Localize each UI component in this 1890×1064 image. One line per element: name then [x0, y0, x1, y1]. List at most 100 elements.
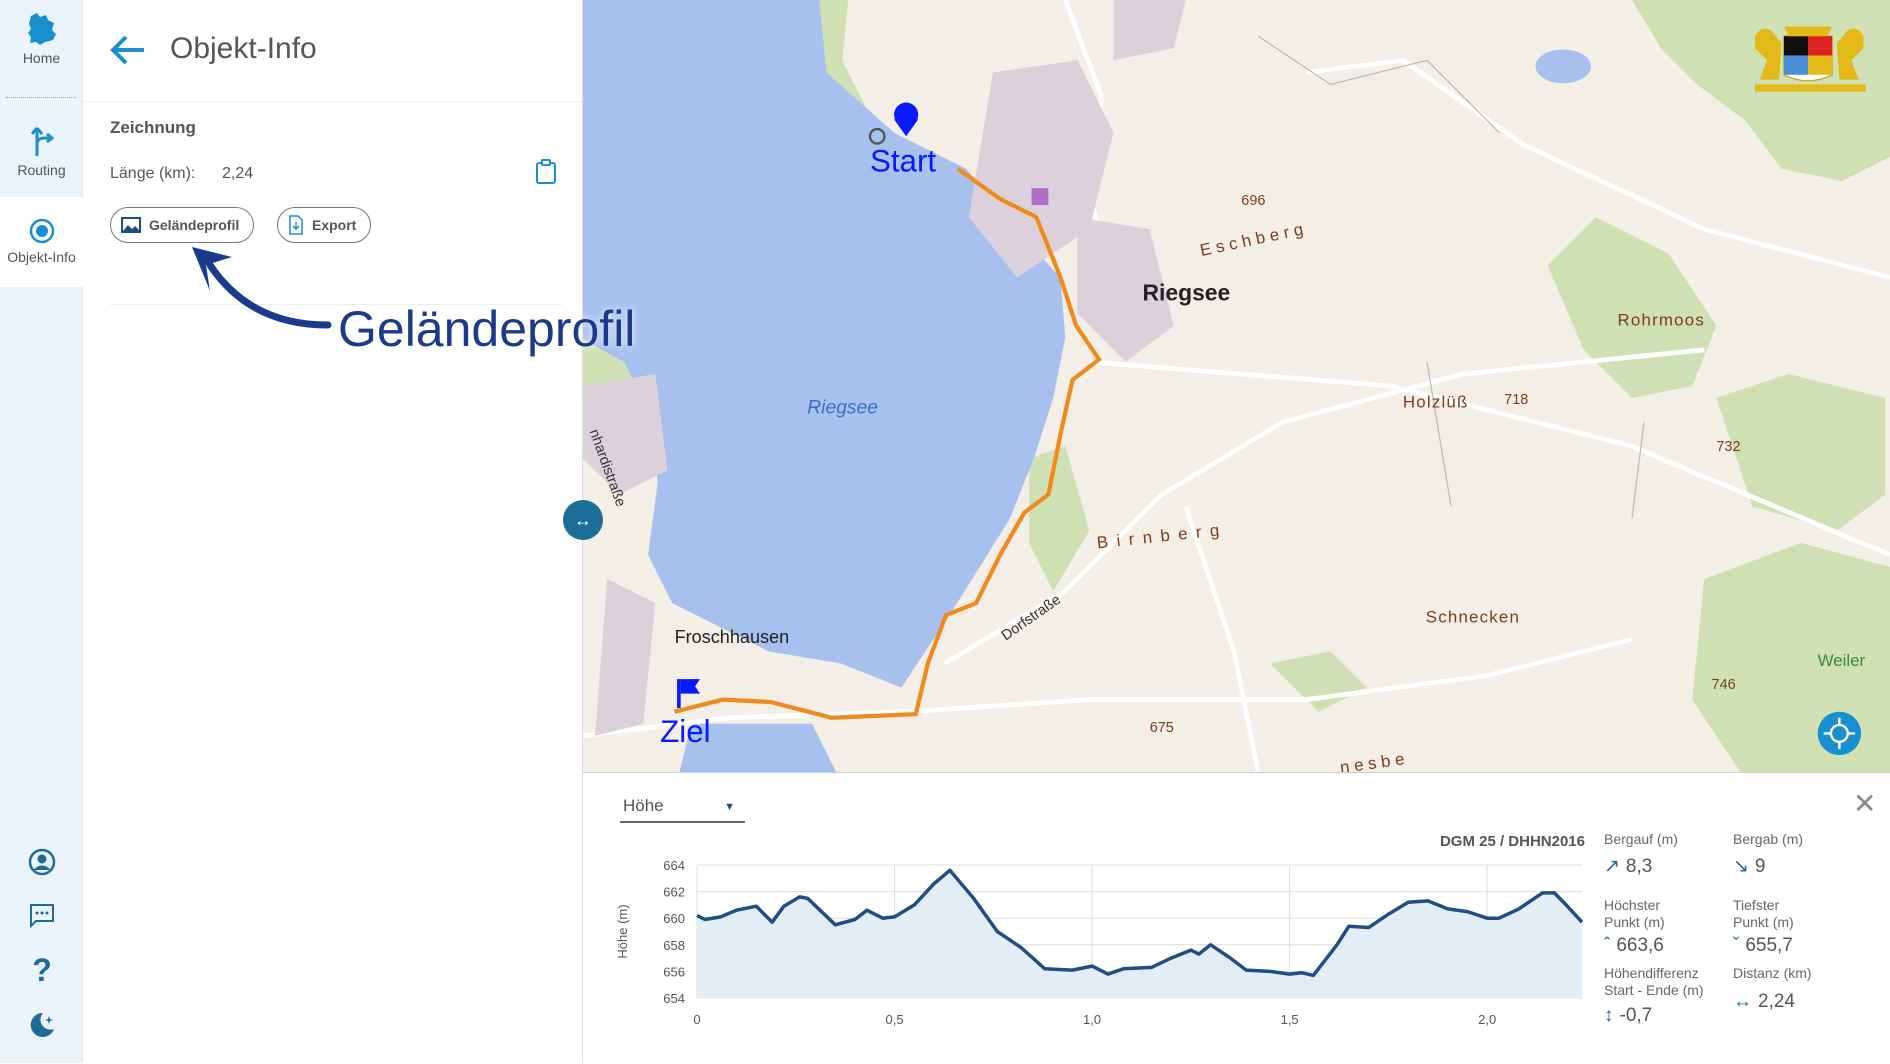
- elevation-source: DGM 25 / DHHN2016: [1439, 833, 1585, 850]
- roads: [583, 0, 1890, 772]
- annotation-label: Geländeprofil: [338, 301, 636, 357]
- bavarian-coat-of-arms: [1754, 26, 1866, 92]
- label-nesbe: n e s b e: [1339, 749, 1406, 772]
- file-download-icon: [289, 215, 303, 235]
- map-view[interactable]: Start Ziel Riegsee Riegsee Froschhausen …: [583, 0, 1890, 772]
- night-mode-icon[interactable]: [22, 1005, 62, 1045]
- locate-button[interactable]: [1817, 711, 1862, 756]
- label-dorfstrasse: Dorfstraße: [999, 592, 1064, 644]
- target-icon: [29, 218, 54, 244]
- elev-746: 746: [1712, 677, 1736, 693]
- profile-type-dropdown[interactable]: Höhe ▼: [620, 793, 745, 823]
- x-tick-label: 0,5: [886, 1012, 904, 1027]
- start-marker: [894, 102, 919, 137]
- back-arrow-icon[interactable]: [108, 30, 148, 70]
- clipboard-icon[interactable]: [535, 159, 557, 185]
- sidebar-item-home[interactable]: Home: [0, 12, 83, 66]
- sidebar-item-label: Objekt-Info: [7, 249, 76, 265]
- sidebar-item-label: Routing: [17, 162, 66, 178]
- elev-718: 718: [1504, 392, 1528, 408]
- label-start: Start: [870, 143, 936, 178]
- y-tick-label: 664: [663, 858, 685, 873]
- user-icon[interactable]: [22, 842, 62, 882]
- elevation-line: [696, 868, 1584, 978]
- poi-icon: [868, 127, 886, 145]
- dropdown-value: Höhe: [623, 796, 664, 815]
- label-schnecken: Schnecken: [1426, 607, 1520, 626]
- label-rohrmoos: Rohrmoos: [1618, 311, 1705, 330]
- y-tick-label: 658: [663, 938, 685, 953]
- bavaria-map-icon: [27, 13, 56, 45]
- elevation-area: [697, 870, 1582, 998]
- elevation-chart: 654 656 658 660 662 664 0 0,5 1,0 1,5 2,0 Höhe (m): [615, 858, 1584, 1027]
- tiefster-value: ˇ 655,7: [1733, 935, 1793, 956]
- y-tick-label: 656: [663, 964, 685, 979]
- diff-value: ↕ -0,7: [1604, 1005, 1653, 1026]
- button-label: Export: [312, 217, 357, 233]
- settlements: [583, 0, 1186, 736]
- x-tick-label: 1,5: [1281, 1012, 1299, 1027]
- terrain-profile-panel: Höhe ▼ ✕ DGM 25 / DHHN2016 654 656 658 660 66…: [583, 772, 1890, 1063]
- length-label: Länge (km):: [110, 165, 196, 182]
- bergab-value: ↘ 9: [1733, 856, 1766, 877]
- y-tick-label: 654: [663, 991, 685, 1006]
- elev-675: 675: [1150, 720, 1174, 736]
- section-title: Zeichnung: [110, 118, 196, 137]
- arrow-up-right-icon: ↗: [1604, 856, 1620, 877]
- help-icon[interactable]: ?: [32, 951, 52, 988]
- bergauf-label: Bergauf (m): [1604, 831, 1678, 847]
- elev-696: 696: [1241, 193, 1265, 209]
- sidebar: Home Routing Objekt-Info ?: [0, 0, 83, 1063]
- label-eschberg: Eschberg: [1198, 219, 1309, 260]
- hoechster-value: ˆ 663,6: [1604, 935, 1664, 956]
- arrow-up-down-icon: ↕: [1604, 1005, 1614, 1026]
- arrow-left-right-icon: ↔: [1733, 991, 1752, 1012]
- y-axis-label: Höhe (m): [615, 904, 630, 958]
- annotation-arrow: [192, 247, 332, 329]
- routing-fork-icon: [30, 127, 54, 156]
- distanz-value: ↔ 2,24: [1733, 991, 1795, 1012]
- y-tick-label: 662: [663, 885, 685, 900]
- sidebar-item-routing[interactable]: Routing: [0, 124, 83, 178]
- hoechster-label: Höchster Punkt (m): [1604, 897, 1665, 930]
- object-info-panel: Objekt-Info Zeichnung Länge (km): 2,24 G…: [83, 0, 583, 1063]
- lake-riegsee: [583, 0, 1591, 772]
- label-birnberg: Birnberg: [1096, 520, 1229, 553]
- label-riegsee-lake: Riegsee: [807, 398, 878, 419]
- y-tick-label: 660: [663, 911, 685, 926]
- divider: [6, 97, 76, 98]
- caret-up-icon: ˆ: [1604, 935, 1611, 956]
- panel-resize-handle[interactable]: ↔: [563, 500, 603, 540]
- sidebar-item-objekt-info[interactable]: Objekt-Info: [0, 197, 83, 287]
- close-icon[interactable]: ✕: [1853, 788, 1877, 819]
- elev-732: 732: [1716, 439, 1740, 455]
- x-tick-label: 0: [693, 1012, 700, 1027]
- panel-header: Objekt-Info: [83, 0, 582, 102]
- caret-down-icon: ▼: [724, 801, 735, 813]
- arrow-down-right-icon: ↘: [1733, 856, 1749, 877]
- length-value: 2,24: [222, 165, 254, 182]
- terrain-profile-button[interactable]: Geländeprofil: [110, 207, 255, 243]
- diff-label: Höhendifferenz Start - Ende (m): [1604, 965, 1704, 998]
- label-riegsee-village: Riegsee: [1142, 279, 1230, 305]
- bergab-label: Bergab (m): [1733, 831, 1804, 847]
- page-title: Objekt-Info: [170, 32, 317, 65]
- label-holzluess: Holzlüß: [1403, 393, 1469, 412]
- x-tick-label: 2,0: [1478, 1012, 1496, 1027]
- distanz-label: Distanz (km): [1733, 965, 1812, 981]
- sidebar-item-label: Home: [22, 50, 61, 66]
- export-button[interactable]: Export: [277, 207, 372, 243]
- roads-outline: [1257, 35, 1645, 519]
- button-label: Geländeprofil: [149, 217, 240, 233]
- bergauf-value: ↗ 8,3: [1604, 856, 1653, 877]
- label-ziel: Ziel: [660, 714, 711, 749]
- image-icon: [121, 217, 141, 233]
- label-froschhausen: Froschhausen: [675, 627, 790, 647]
- label-weiler: Weiler: [1818, 651, 1866, 670]
- chat-icon[interactable]: [22, 895, 62, 935]
- caret-down-icon: ˇ: [1733, 935, 1740, 956]
- x-tick-label: 1,0: [1083, 1012, 1101, 1027]
- route-line: [674, 167, 1102, 720]
- parking-icon: [1031, 188, 1049, 206]
- tiefster-label: Tiefster Punkt (m): [1733, 897, 1794, 930]
